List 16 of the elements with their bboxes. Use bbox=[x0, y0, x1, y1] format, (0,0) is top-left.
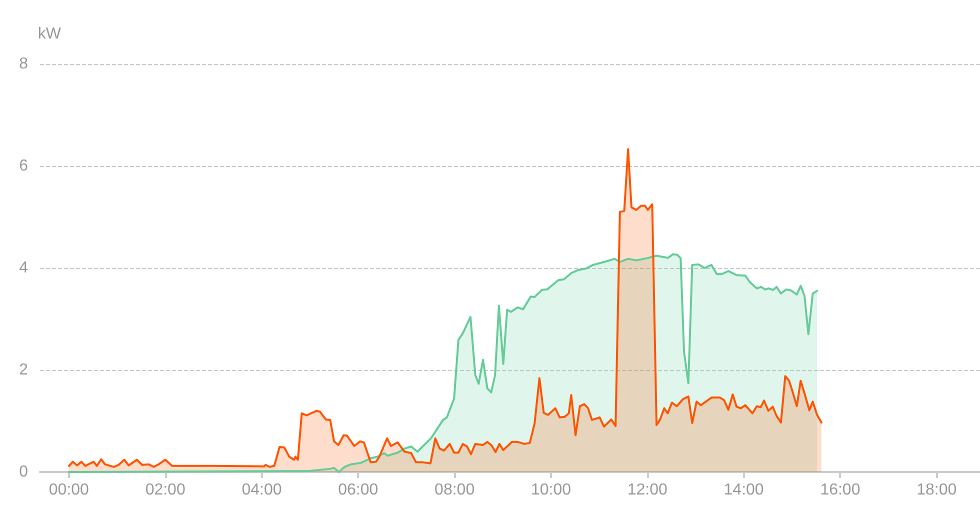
x-tick-label: 12:00 bbox=[627, 482, 668, 498]
x-tick-label: 02:00 bbox=[145, 482, 186, 498]
y-tick-label: 8 bbox=[19, 56, 28, 72]
x-tick-label: 04:00 bbox=[242, 482, 282, 498]
x-tick-label: 10:00 bbox=[530, 482, 572, 498]
x-tick-label: 18:00 bbox=[916, 482, 957, 498]
y-axis-title: kW bbox=[38, 26, 62, 42]
y-tick-label: 6 bbox=[19, 158, 28, 174]
y-tick-label: 2 bbox=[19, 362, 28, 378]
x-tick-label: 00:00 bbox=[48, 482, 90, 498]
x-tick-label: 16:00 bbox=[820, 482, 860, 498]
x-tick-label: 14:00 bbox=[724, 482, 764, 498]
x-tick-label: 08:00 bbox=[434, 482, 475, 498]
x-tick-label: 06:00 bbox=[338, 482, 378, 498]
y-tick-label: 4 bbox=[19, 260, 28, 276]
y-tick-label: 0 bbox=[19, 464, 28, 480]
